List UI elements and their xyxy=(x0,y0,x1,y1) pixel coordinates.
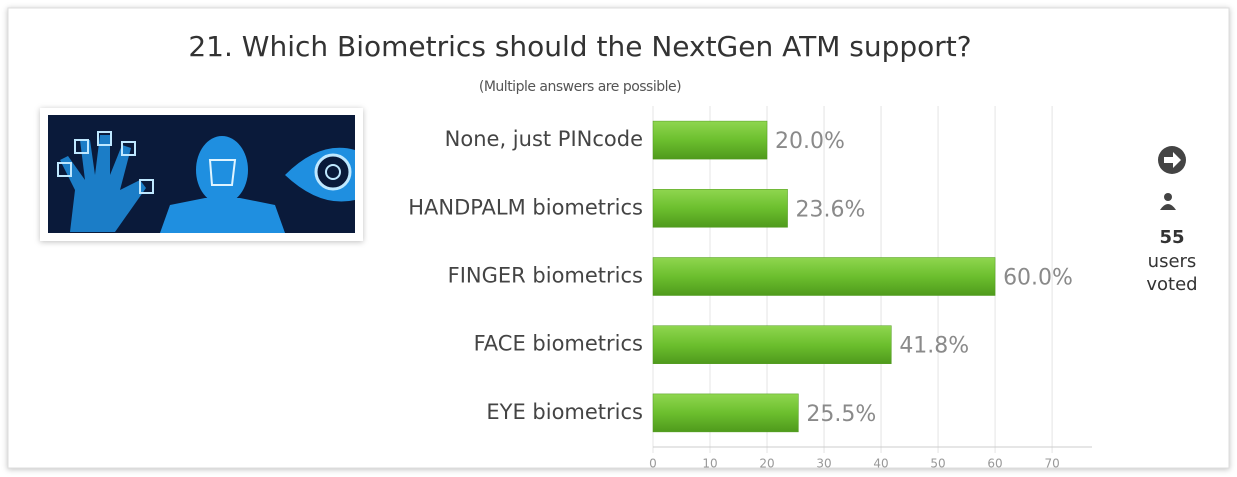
x-tick-label: 60 xyxy=(987,457,1002,471)
bar xyxy=(653,326,891,364)
x-tick-label: 40 xyxy=(873,457,888,471)
illustration xyxy=(40,108,363,241)
bar xyxy=(653,121,767,159)
x-tick-label: 30 xyxy=(816,457,831,471)
voters-label: users xyxy=(1148,251,1197,272)
page: 21. Which Biometrics should the NextGen … xyxy=(0,0,1237,477)
x-tick-label: 10 xyxy=(702,457,717,471)
category-label: HANDPALM biometrics xyxy=(408,195,643,219)
bar xyxy=(653,258,995,296)
category-label: EYE biometrics xyxy=(486,400,643,424)
voters-label: voted xyxy=(1146,274,1197,295)
category-label: FINGER biometrics xyxy=(448,264,643,288)
x-tick-label: 50 xyxy=(930,457,945,471)
category-label: FACE biometrics xyxy=(474,332,643,356)
x-tick-label: 0 xyxy=(649,457,657,471)
chart: 21. Which Biometrics should the NextGen … xyxy=(0,0,1237,477)
value-label: 25.5% xyxy=(806,402,876,427)
value-label: 23.6% xyxy=(796,197,866,222)
value-label: 41.8% xyxy=(899,334,969,359)
bar xyxy=(653,189,788,227)
chart-subtitle: (Multiple answers are possible) xyxy=(479,79,681,95)
chart-title: 21. Which Biometrics should the NextGen … xyxy=(188,30,971,63)
value-label: 60.0% xyxy=(1003,266,1073,291)
x-tick-label: 70 xyxy=(1044,457,1059,471)
category-label: None, just PINcode xyxy=(445,127,643,151)
x-tick-label: 20 xyxy=(759,457,774,471)
voters-count: 55 xyxy=(1159,227,1184,248)
value-label: 20.0% xyxy=(775,129,845,154)
bar xyxy=(653,394,798,432)
